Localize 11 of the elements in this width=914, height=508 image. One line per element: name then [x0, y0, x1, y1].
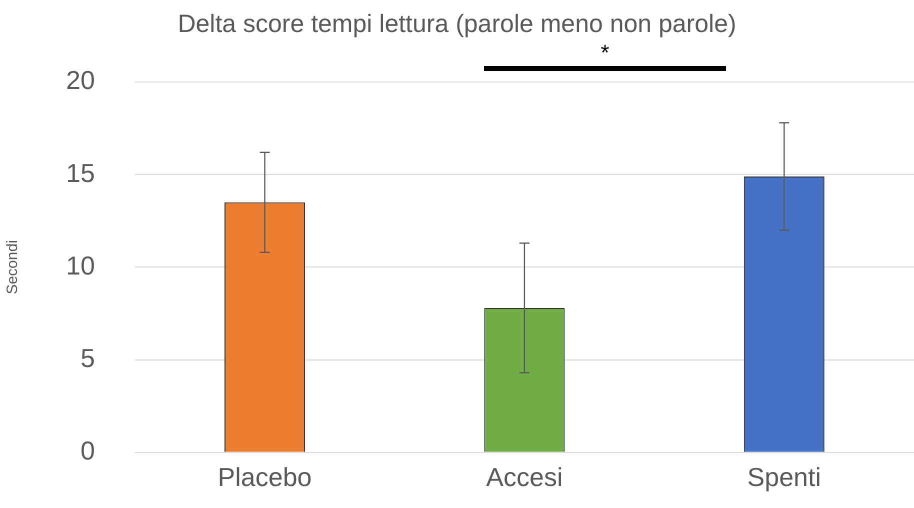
significance-bracket: * — [484, 40, 726, 71]
y-tick-label: 0 — [80, 436, 95, 466]
y-tick-label: 20 — [66, 65, 95, 96]
y-tick-label: 15 — [66, 158, 95, 188]
y-axis-title: Secondi — [4, 240, 22, 294]
x-tick-label: Accesi — [486, 462, 563, 492]
y-tick-label: 10 — [66, 250, 95, 280]
chart-title: Delta score tempi lettura (parole meno non parole) — [178, 10, 736, 38]
y-tick-label: 5 — [80, 342, 95, 373]
x-tick-label: Spenti — [747, 462, 822, 492]
x-tick-label: Placebo — [218, 462, 312, 492]
